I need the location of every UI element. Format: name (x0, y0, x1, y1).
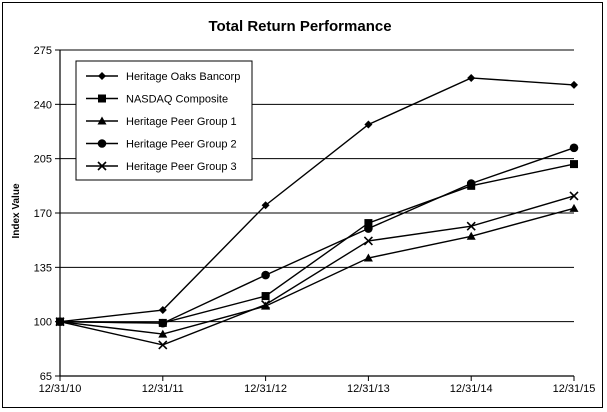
y-tick-label: 170 (34, 208, 52, 220)
y-tick-label: 135 (34, 262, 52, 274)
x-tick-label: 12/31/14 (450, 383, 493, 395)
series-line (59, 147, 575, 324)
marker-x (158, 340, 168, 350)
marker-square (570, 160, 578, 169)
legend-item: NASDAQ Composite (86, 94, 228, 106)
series-line (59, 77, 575, 323)
series-heritage-peer-group-1 (55, 203, 579, 338)
series-group (55, 73, 579, 350)
marker-circle (364, 224, 373, 233)
marker-diamond (570, 80, 578, 89)
marker-x (261, 300, 271, 310)
x-tick-labels: 12/31/10 12/31/11 12/31/12 12/31/13 12/31/14… (39, 383, 596, 395)
chart-frame (2, 2, 603, 408)
marker-x (55, 317, 65, 327)
legend: Heritage Oaks Bancorp NASDAQ Composite Her… (75, 60, 253, 181)
marker-circle (569, 143, 579, 153)
marker-triangle (466, 231, 476, 240)
legend-item: Heritage Peer Group 3 (86, 161, 237, 173)
legend-label: Heritage Peer Group 3 (126, 161, 237, 173)
marker-x (569, 191, 579, 201)
marker-circle (261, 270, 270, 280)
marker-diamond (467, 73, 476, 82)
marker-triangle (569, 203, 579, 212)
legend-item: Heritage Peer Group 2 (86, 139, 237, 151)
marker-diamond (364, 120, 373, 129)
marker-diamond (158, 306, 167, 315)
y-tick-label: 275 (34, 45, 52, 57)
marker-triangle (97, 116, 107, 125)
y-tick-label: 240 (34, 99, 52, 111)
x-tick-label: 12/31/11 (142, 383, 184, 395)
series-line (59, 163, 575, 324)
x-tick-label: 12/31/13 (347, 383, 390, 395)
marker-triangle (158, 329, 168, 338)
marker-square (364, 219, 373, 228)
marker-x (363, 236, 373, 246)
legend-label: NASDAQ Composite (126, 94, 228, 106)
marker-x (97, 161, 107, 171)
legend-label: Heritage Peer Group 1 (126, 116, 237, 128)
marker-circle (158, 318, 168, 328)
series-heritage-peer-group-3 (55, 191, 579, 350)
series-line (59, 207, 575, 335)
y-axis-label: Index Value (11, 183, 22, 238)
y-tick-labels: 65 100 135 170 205 240 275 (34, 45, 52, 383)
y-tick-label: 100 (34, 317, 52, 329)
marker-circle (466, 179, 476, 188)
series-line (59, 195, 575, 346)
y-tick-label: 205 (34, 154, 52, 166)
marker-square (98, 94, 106, 103)
legend-label: Heritage Oaks Bancorp (126, 71, 240, 83)
x-tick-label: 12/31/15 (553, 383, 596, 395)
legend-item: Heritage Oaks Bancorp (86, 71, 240, 83)
legend-label: Heritage Peer Group 2 (126, 139, 237, 151)
chart-title: Total Return Performance (208, 18, 391, 35)
marker-square (261, 292, 270, 301)
marker-diamond (98, 72, 106, 80)
marker-circle (97, 139, 107, 148)
legend-item: Heritage Peer Group 1 (86, 116, 237, 128)
x-tick-label: 12/31/12 (244, 383, 287, 395)
x-tick-label: 12/31/10 (39, 383, 82, 395)
marker-x (466, 221, 476, 231)
series-nasdaq-composite (56, 160, 578, 327)
marker-diamond (261, 201, 270, 210)
marker-triangle (363, 253, 373, 262)
y-tick-label: 65 (40, 371, 52, 383)
